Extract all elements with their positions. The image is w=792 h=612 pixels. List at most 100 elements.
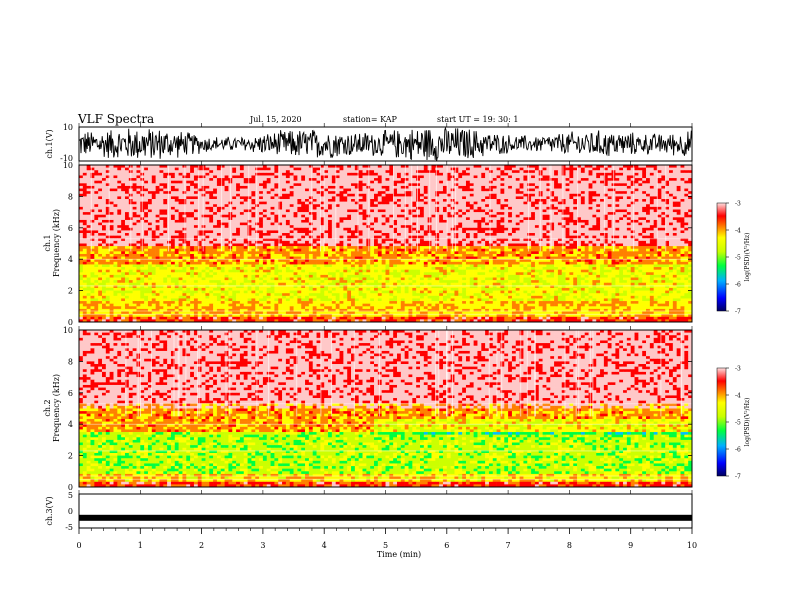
spectrogram-cell (546, 230, 551, 234)
spectrogram-cell (351, 235, 356, 239)
spectrogram-cell (481, 235, 486, 239)
spectrogram-cell (324, 240, 329, 244)
spectrogram-cell (236, 188, 241, 192)
spectrogram-cell (496, 209, 501, 213)
spectrogram-cell (565, 206, 570, 210)
spectrogram-cell (496, 188, 501, 192)
spectrogram-cell (144, 217, 149, 221)
spectrogram-cell (672, 180, 677, 184)
spectrogram-cell (374, 185, 379, 189)
spectrogram-cell (389, 238, 394, 242)
spectrogram-cell (316, 240, 321, 244)
spectrogram-cell (550, 188, 555, 192)
spectrogram-cell (339, 199, 344, 202)
spectrogram-cell (251, 233, 256, 236)
spectrogram-cell (580, 180, 586, 184)
spectrogram-cell (550, 214, 555, 218)
spectrogram-cell (412, 204, 417, 208)
spectrogram-cell (213, 199, 218, 202)
spectrogram-cell (592, 209, 597, 213)
spectrogram-cell (109, 188, 114, 192)
spectrogram-cell (557, 180, 563, 184)
spectrogram-cell (320, 172, 325, 176)
spectrogram-cell (596, 170, 601, 174)
spectrogram-cell (393, 235, 398, 239)
spectrogram-cell (358, 172, 363, 176)
spectrogram-cell (462, 206, 467, 210)
spectrogram-cell (136, 185, 141, 189)
spectrogram-cell (557, 185, 563, 189)
spectrogram-cell (431, 167, 436, 171)
spectrogram-cell (197, 201, 202, 205)
spectrogram-cell (389, 167, 394, 171)
spectrogram-cell (615, 188, 620, 192)
spectrogram-cell (492, 167, 497, 171)
spectrogram-cell (465, 233, 471, 236)
spectrogram-cell (400, 170, 405, 174)
spectrogram-cell (312, 225, 317, 229)
spectrogram-cell (220, 204, 225, 208)
spectrogram-cell (262, 167, 268, 171)
spectrogram-cell (90, 180, 95, 184)
spectrogram-cell (416, 235, 421, 239)
spectrogram-cell (634, 185, 639, 189)
spectrogram-cell (485, 204, 490, 208)
spectrogram-cell (82, 235, 87, 239)
spectrogram-cell (592, 233, 597, 236)
spectrogram-cell (684, 212, 689, 216)
spectrogram-cell (500, 212, 505, 216)
spectrogram-cell (642, 170, 647, 174)
spectrogram-cell (481, 212, 486, 216)
spectrogram-cell (170, 209, 176, 213)
spectrogram-cell (167, 196, 172, 200)
spectrogram-cell (79, 230, 84, 234)
spectrogram-cell (469, 180, 474, 184)
spectrogram-cell (462, 240, 467, 244)
spectrogram-cell (458, 212, 463, 216)
spectrogram-cell (534, 183, 540, 187)
spectrogram-cell (669, 199, 674, 202)
spectrogram-cell (239, 230, 245, 234)
spectrogram-cell (243, 212, 248, 216)
spectrogram-cell (90, 188, 95, 192)
spectrogram-cell (251, 238, 256, 242)
spectrogram-cell (676, 191, 681, 195)
spectrogram-cell (262, 199, 268, 202)
spectrogram-cell (623, 212, 628, 216)
spectrogram-cell (90, 172, 95, 176)
spectrogram-cell (527, 233, 532, 236)
spectrogram-cell (492, 235, 497, 239)
spectrogram-cell (79, 240, 84, 244)
spectrogram-cell (377, 178, 382, 181)
spectrogram-cell (630, 188, 635, 192)
spectrogram-cell (90, 225, 95, 229)
spectrogram-cell (688, 214, 693, 218)
spectrogram-cell (676, 209, 681, 213)
spectrogram-cell (561, 212, 566, 216)
spectrogram-cell (435, 214, 440, 218)
spectrogram-cell (404, 175, 409, 179)
spectrogram-cell (94, 212, 99, 216)
spectrogram-cell (385, 175, 390, 179)
spectrogram-cell (335, 196, 340, 200)
spectrogram-cell (657, 178, 662, 181)
spectrogram-cell (519, 222, 524, 226)
spectrogram-cell (550, 167, 555, 171)
spectrogram-cell (488, 238, 494, 242)
spectrogram-cell (224, 183, 229, 187)
spectrogram-cell (546, 209, 551, 213)
spectrogram-cell (396, 178, 402, 181)
spectrogram-cell (124, 238, 130, 242)
spectrogram-cell (389, 214, 394, 218)
spectrogram-cell (638, 230, 643, 234)
spectrogram-cell (174, 172, 179, 176)
spectrogram-cell (527, 212, 532, 216)
spectrogram-cell (565, 175, 570, 179)
spectrogram-cell (335, 172, 340, 176)
spectrogram-cell (109, 209, 114, 213)
spectrogram-cell (542, 227, 547, 231)
spectrogram-cell (458, 180, 463, 184)
spectrogram-cell (193, 167, 199, 171)
spectrogram-cell (577, 204, 582, 208)
spectrogram-cell (205, 230, 210, 234)
